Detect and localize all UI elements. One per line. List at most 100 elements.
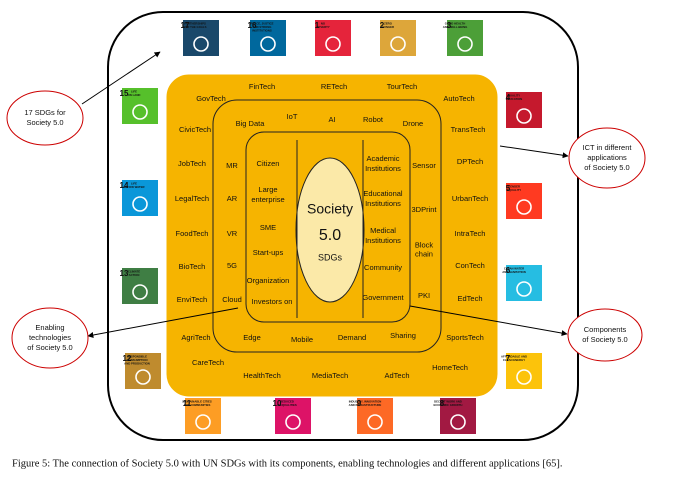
sdg-glyph [450,414,466,430]
callout-label: Components [584,325,627,334]
sdg-glyph [325,36,341,52]
callout [11,307,89,369]
sdg-number: 6 [506,266,511,275]
sdg-glyph [390,36,406,52]
sdg-title: AND SANITATION [502,270,526,274]
application-label: UrbanTech [452,194,488,203]
technology-label: 3DPrint [411,205,437,214]
sdg-title: CLEAN ENERGY [503,358,525,362]
sdg-glyph [285,414,301,430]
component-label: Start-ups [253,248,284,257]
sdg-number: 2 [380,21,385,30]
center-label: SDGs [318,252,343,262]
application-label: AutoTech [443,94,474,103]
sdg-title: QUALITY [508,94,520,98]
application-label: TransTech [451,125,486,134]
technology-label: Sensor [412,161,436,170]
sdg-number: 3 [447,21,452,30]
callout [568,127,646,189]
callout-label: 17 SDGs for [24,108,66,117]
sdg-number: 11 [183,399,192,408]
sdg-title: AND PRODUCTION [124,362,150,366]
sdg-number: 1 [315,21,320,30]
center-label: 5.0 [319,227,341,244]
application-label: HomeTech [432,363,468,372]
arrow [87,307,239,338]
sdg-title: AND STRONG [253,25,272,29]
application-label: DPTech [457,157,483,166]
sdg-title: ZERO [384,22,393,26]
sdg-title: INEQUALITIES [277,403,297,407]
application-label: CivicTech [179,125,211,134]
arrow [409,305,568,337]
arrow [499,145,569,159]
component-label: Medical [370,226,396,235]
component-label: Large [258,185,277,194]
sdg-icon [122,268,158,304]
technology-label: Demand [338,333,366,342]
sdg-title: CLEAN WATER [504,267,524,271]
callout-label: of Society 5.0 [27,343,72,352]
callout [567,308,643,362]
sdg-glyph [516,281,532,297]
application-label: IntraTech [455,229,486,238]
application-label: LegalTech [175,194,209,203]
sdg-title: DECENT WORK AND [434,400,462,404]
sdg-icon [447,20,483,56]
technology-label: Mobile [291,335,313,344]
component-label: Community [364,263,402,272]
sdg-glyph [516,199,532,215]
center-label: Society [307,201,353,217]
sdg-glyph [132,104,148,120]
component-label: Citizen [257,159,280,168]
sdg-icon [440,398,476,434]
component-label: Institutions [365,164,401,173]
component-label: enterprise [251,195,284,204]
sdg-icon [315,20,351,56]
technology-label: Robot [363,115,384,124]
technology-label: MR [226,161,238,170]
application-label: MediaTech [312,371,348,380]
sdg-glyph [132,284,148,300]
sdg-title: PARTNERSHIPS [184,22,206,26]
technology-label: Block [415,240,434,249]
sdg-title: LIFE [131,90,137,94]
sdg-icon [506,92,542,128]
technology-label: Cloud [222,295,242,304]
technology-label: chain [415,249,433,258]
application-label: RETech [321,82,347,91]
sdg-title: RESPONSIBLE [127,355,147,359]
component-label: Institutions [365,236,401,245]
component-label: Government [362,293,404,302]
callout [6,90,84,146]
application-label: BioTech [179,262,206,271]
sdg-number: 13 [120,269,129,278]
sdg-title: HUNGER [382,25,394,29]
component-label: Institutions [365,199,401,208]
sdg-glyph [457,36,473,52]
sdg-number: 8 [440,399,445,408]
sdg-icon [122,180,158,216]
sdg-number: 9 [357,399,362,408]
callout-label: of Society 5.0 [584,163,629,172]
technology-label: AR [227,194,238,203]
application-label: EdTech [457,294,482,303]
sdg-title: EQUALITY [507,188,521,192]
caption: Figure 5: The connection of Society 5.0 … [12,458,562,469]
application-label: JobTech [178,159,206,168]
sdg-title: AND INFRASTRUCTURE [349,403,382,407]
sdg-icon [122,88,158,124]
technology-label: Sharing [390,331,416,340]
technology-label: Edge [243,333,261,342]
center-ellipse [295,157,365,303]
component-label: SME [260,223,276,232]
application-label: HealthTech [243,371,281,380]
sdg-title: GENDER [508,185,520,189]
sdg-glyph [195,414,211,430]
sdg-number: 16 [248,21,257,30]
sdg-icon [506,183,542,219]
technology-label: IoT [287,112,298,121]
component-label: Educational [363,189,403,198]
technology-label: Drone [403,119,423,128]
